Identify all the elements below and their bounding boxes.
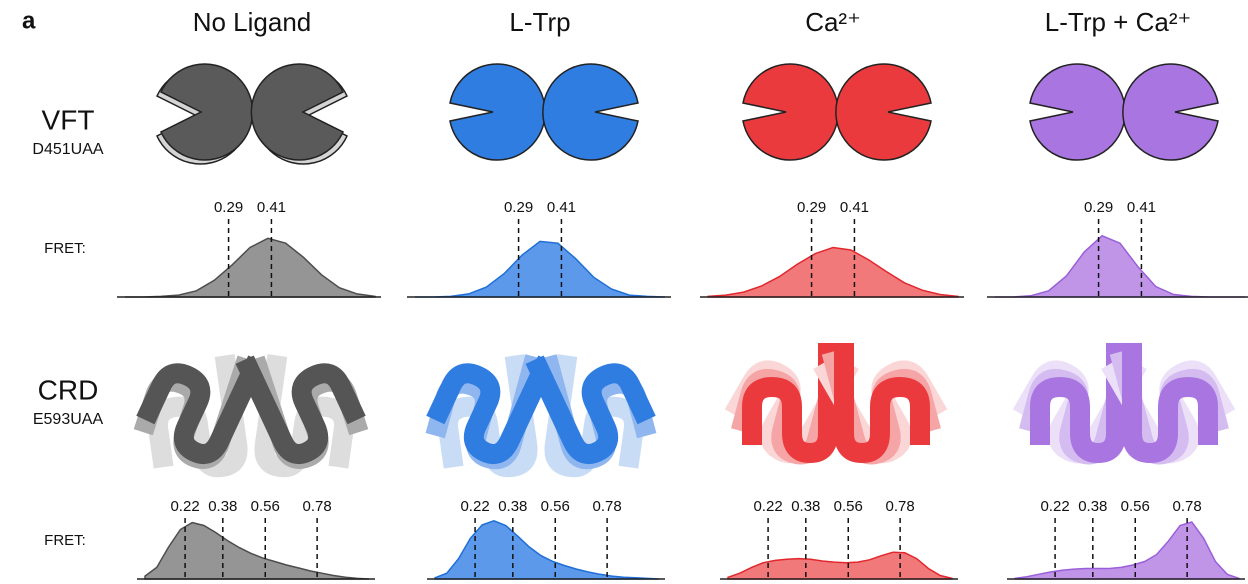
marker-label: 0.22 [753,498,782,515]
marker-label: 0.41 [547,199,576,216]
marker-label: 0.29 [214,199,243,216]
marker-label: 0.56 [834,498,863,515]
row-sublabel: E593UAA [33,411,104,428]
marker-label: 0.38 [791,498,820,515]
column-title: No Ligand [193,7,312,37]
marker-label: 0.78 [886,498,915,515]
density-area [125,238,375,297]
marker-label: 0.38 [498,498,527,515]
density-area [1015,522,1239,579]
marker-label: 0.41 [840,199,869,216]
marker-label: 0.22 [1040,498,1069,515]
marker-label: 0.22 [170,498,199,515]
density-area [728,552,952,579]
marker-label: 0.38 [208,498,237,515]
marker-label: 0.56 [251,498,280,515]
density-area [435,521,659,579]
density-area [708,248,958,298]
marker-label: 0.78 [303,498,332,515]
column-title: L-Trp [509,7,570,37]
marker-label: 0.78 [593,498,622,515]
marker-label: 0.41 [257,199,286,216]
marker-label: 0.38 [1078,498,1107,515]
marker-label: 0.56 [541,498,570,515]
column-title: L-Trp + Ca²⁺ [1045,7,1191,37]
panel-label: a [22,7,36,34]
density-area [415,241,665,297]
figure: a No Ligand L-Trp Ca²⁺ L-Trp + Ca²⁺ VFT … [0,0,1248,584]
crd-illustration [141,326,1231,475]
column-title: Ca²⁺ [805,7,861,37]
vft-illustration [157,64,1218,164]
marker-label: 0.29 [797,199,826,216]
marker-label: 0.41 [1127,199,1156,216]
row-label: CRD [38,374,99,405]
density-area [995,236,1245,297]
density-area [145,523,369,579]
marker-label: 0.29 [504,199,533,216]
row-label: VFT [42,104,95,135]
marker-label: 0.56 [1121,498,1150,515]
fret-label: FRET: [44,240,86,257]
row-sublabel: D451UAA [32,141,103,158]
marker-label: 0.29 [1084,199,1113,216]
marker-label: 0.22 [460,498,489,515]
marker-label: 0.78 [1173,498,1202,515]
fret-label: FRET: [44,532,86,549]
